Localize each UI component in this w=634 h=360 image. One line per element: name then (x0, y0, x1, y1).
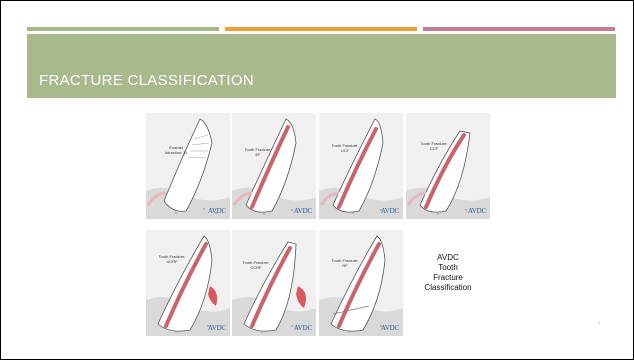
avdc-logo: AVDC (467, 207, 486, 215)
tooth-ef-illustration (232, 118, 316, 219)
tile-label-line1: Tooth Fracture: (331, 143, 359, 148)
caption-line: Classification (424, 283, 472, 292)
avdc-logo: AVDC (207, 207, 226, 215)
avdc-logo: AVDC (380, 207, 399, 215)
title-band: FRACTURE CLASSIFICATION (27, 34, 616, 98)
tooth-diagram-ucf: Tooth Fracture: UCF AVDC (319, 113, 403, 219)
avdc-logo: AVDC (207, 324, 226, 332)
caption-line: AVDC (437, 253, 459, 262)
tile-label-line2: UCF (340, 148, 350, 153)
tooth-diagram-ccrf: Tooth Fracture: CCRF AVDC (232, 230, 316, 336)
slide-title: FRACTURE CLASSIFICATION (39, 72, 254, 89)
tile-label-line1: Tooth Fracture: (331, 258, 359, 263)
caption-line: Fracture (433, 273, 463, 282)
avdc-logo: AVDC (293, 324, 312, 332)
tooth-diagram-ef: Tooth Fracture: EF AVDC (232, 113, 316, 219)
tile-label-line1: Tooth Fracture: (242, 260, 270, 265)
tooth-ccrf-illustration (232, 241, 316, 336)
accent-bar-green (27, 27, 219, 31)
accent-bar-pink (423, 27, 615, 31)
tooth-rf-illustration (319, 235, 403, 336)
tile-label-line1: Tooth Fracture: (158, 254, 186, 259)
tooth-ucrf-illustration (146, 235, 230, 336)
page-number: 7 (598, 321, 601, 326)
tile-label-line2: Infraction: EI (164, 150, 188, 155)
avdc-logo: AVDC (380, 324, 399, 332)
accent-bar-orange (225, 27, 417, 31)
tooth-diagram-ucrf: Tooth Fracture: UCRF AVDC (146, 230, 230, 336)
tooth-diagram-rf: Tooth Fracture: RF AVDC (319, 230, 403, 336)
tile-label-line2: CCF (429, 146, 439, 151)
classification-caption: AVDC Tooth Fracture Classification (409, 253, 487, 293)
tile-label-line2: CCRF (250, 265, 262, 270)
tooth-diagram-ccf: Tooth Fracture: CCF AVDC (406, 113, 490, 219)
tile-label-line1: Tooth Fracture: (420, 141, 448, 146)
tile-label-line2: UCRF (166, 259, 178, 264)
tooth-diagram-ei: Enamel Infraction: EI AVDC (146, 113, 230, 219)
tile-label-line2: RF (342, 263, 348, 268)
tile-label-line1: Enamel (169, 145, 183, 150)
tile-label-line2: EF (255, 152, 261, 157)
tile-label-line1: Tooth Fracture: (244, 147, 272, 152)
tooth-ccf-illustration (406, 130, 490, 219)
caption-line: Tooth (438, 263, 458, 272)
tooth-ei-illustration (146, 118, 230, 219)
avdc-logo: AVDC (293, 207, 312, 215)
tooth-ucf-illustration (319, 118, 403, 219)
